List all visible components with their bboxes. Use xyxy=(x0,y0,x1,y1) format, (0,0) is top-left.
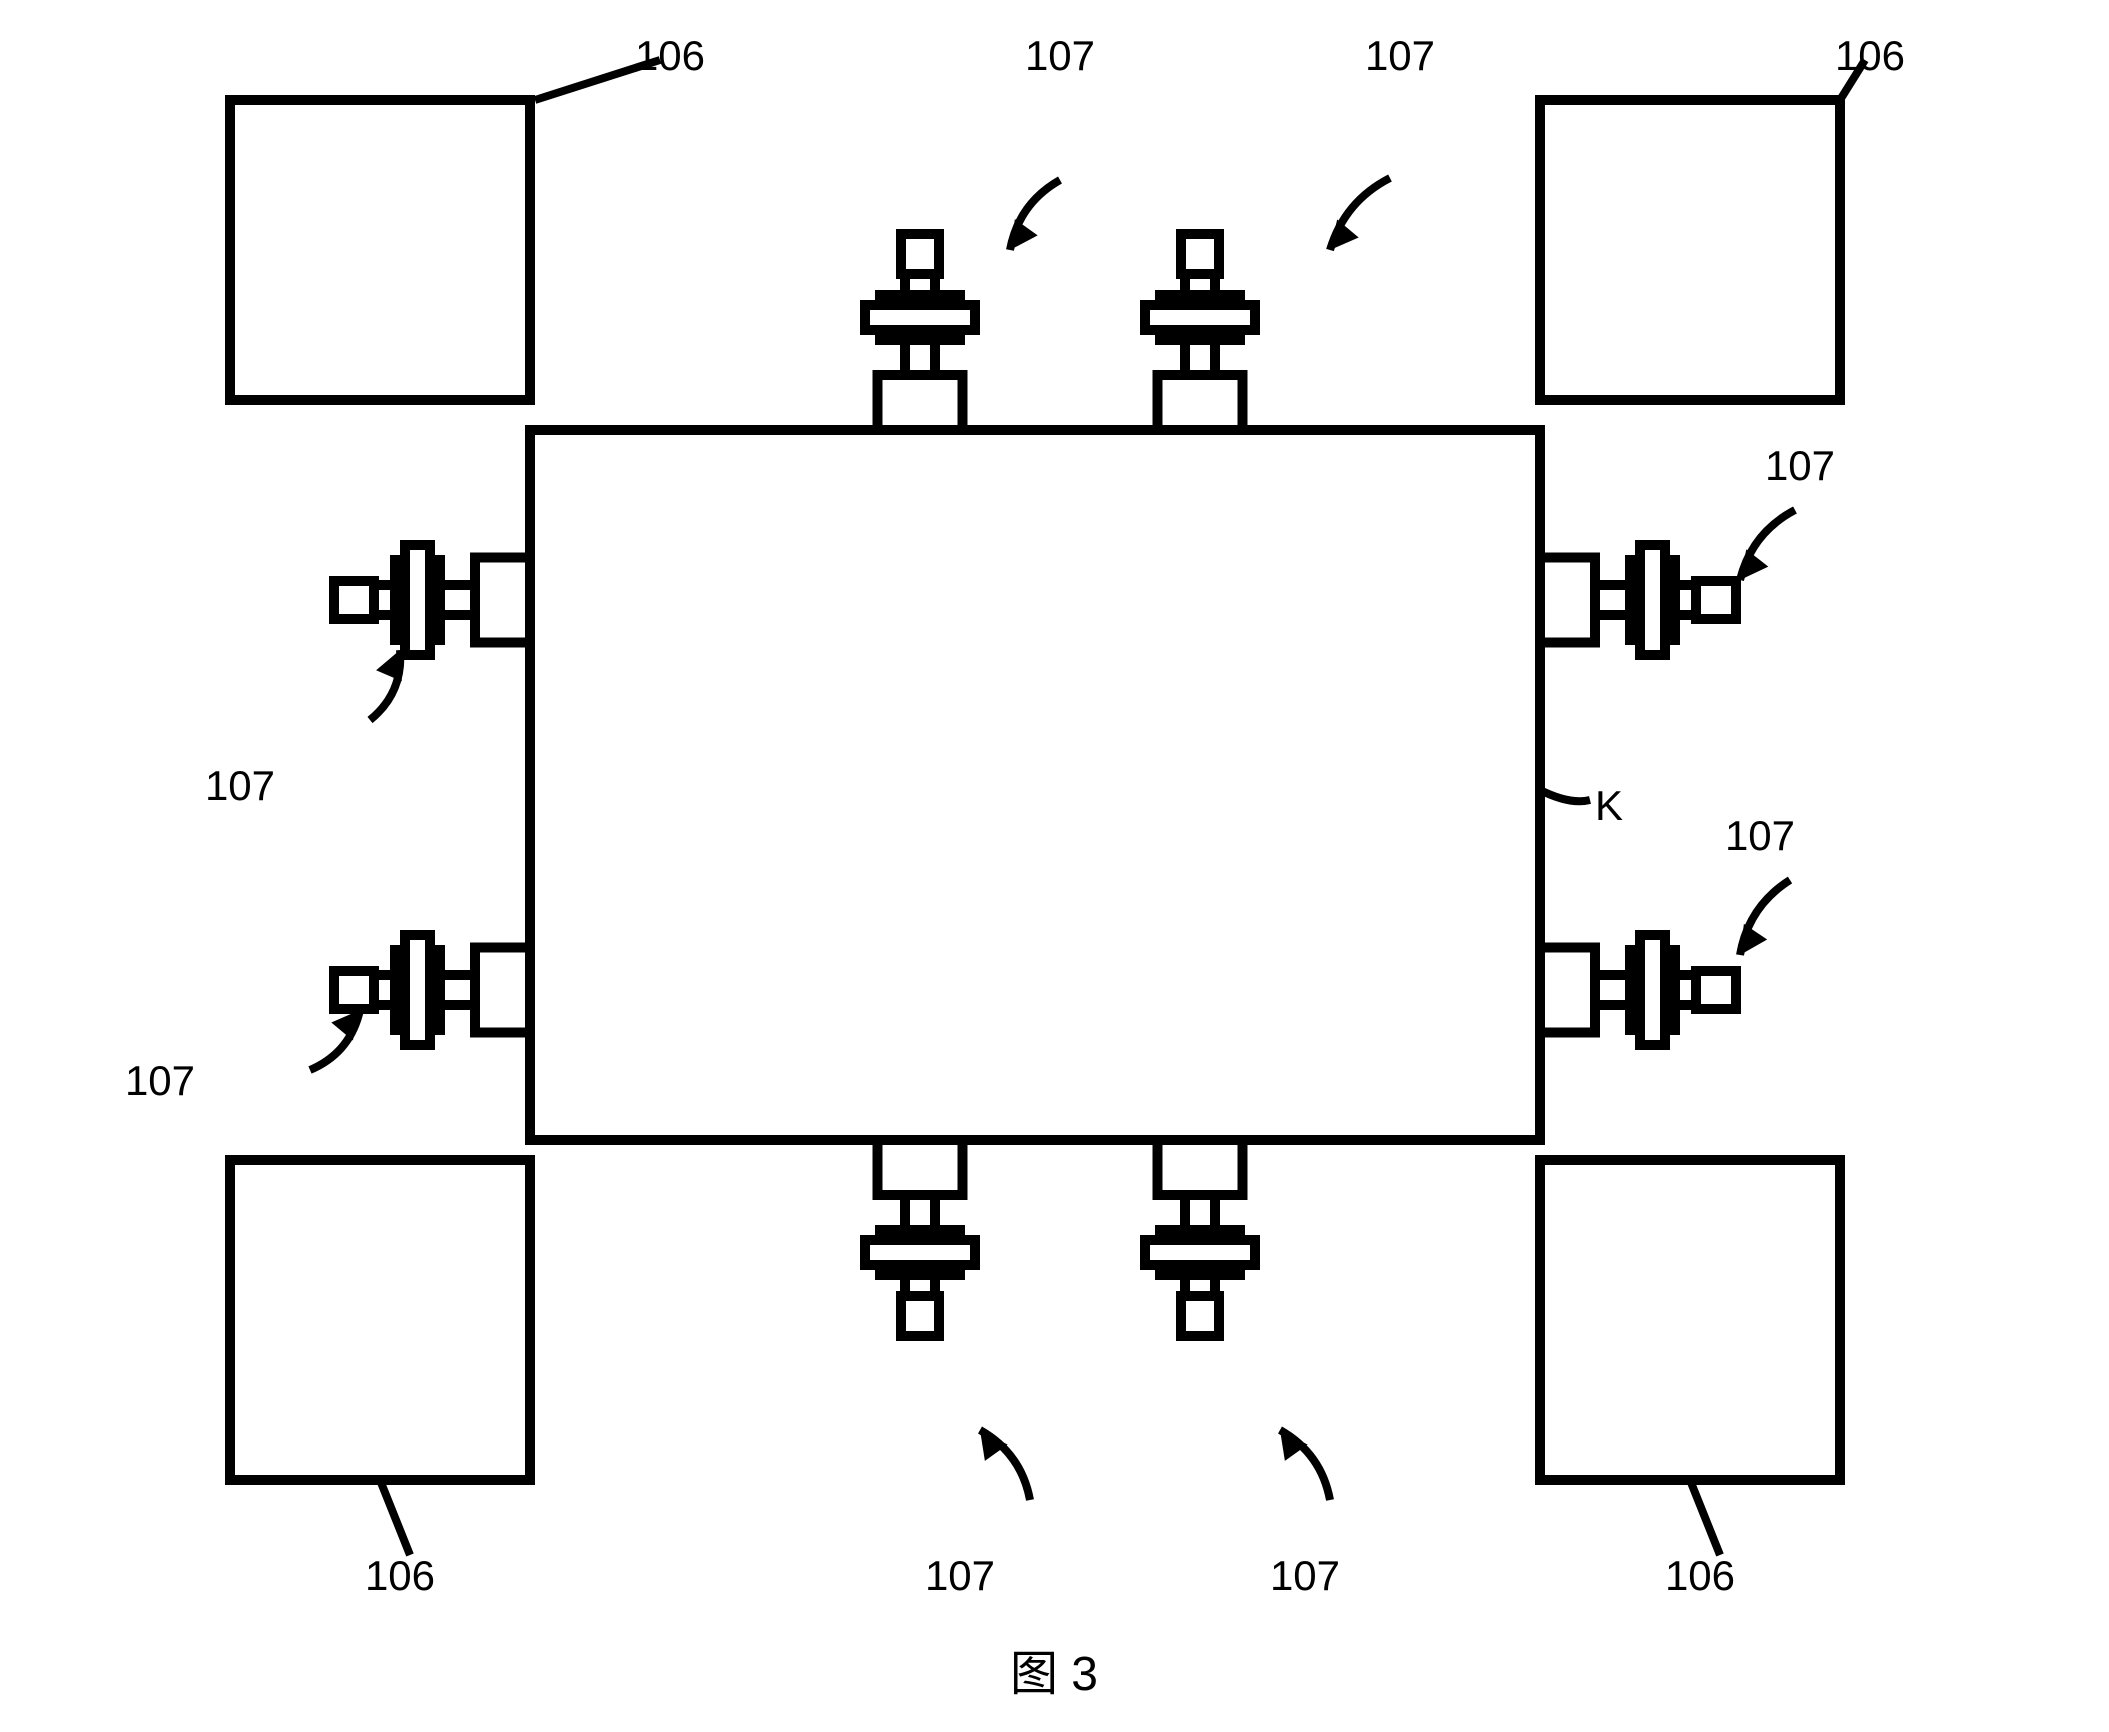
mechanical-diagram: 107 107 107 107 107 107 107 107 106 106 106 106 K 图 3 xyxy=(0,0,2109,1732)
label-bottom-right: 107 xyxy=(1270,1552,1340,1599)
label-bottom-left: 107 xyxy=(925,1552,995,1599)
connector-left-lower xyxy=(334,935,530,1045)
label-central-k: K xyxy=(1595,782,1623,829)
connector-top-right xyxy=(1145,234,1255,430)
label-corner-tl: 106 xyxy=(635,32,705,79)
corner-box-tl xyxy=(230,100,530,400)
corner-box-br xyxy=(1540,1160,1840,1480)
label-corner-br: 106 xyxy=(1665,1552,1735,1599)
central-box xyxy=(530,430,1540,1140)
label-left-lower: 107 xyxy=(125,1057,195,1104)
label-top-left: 107 xyxy=(1025,32,1095,79)
label-corner-tr: 106 xyxy=(1835,32,1905,79)
label-top-right: 107 xyxy=(1365,32,1435,79)
connector-bottom-left xyxy=(865,1140,975,1336)
connector-bottom-right xyxy=(1145,1140,1255,1336)
corner-box-tr xyxy=(1540,100,1840,400)
connector-top-left xyxy=(865,234,975,430)
corner-box-bl xyxy=(230,1160,530,1480)
label-corner-bl: 106 xyxy=(365,1552,435,1599)
label-left-upper: 107 xyxy=(205,762,275,809)
figure-caption: 图 3 xyxy=(1010,1648,1098,1701)
label-right-upper: 107 xyxy=(1765,442,1835,489)
connector-right-lower xyxy=(1540,935,1736,1045)
connector-right-upper xyxy=(1540,545,1736,655)
label-right-lower: 107 xyxy=(1725,812,1795,859)
connector-left-upper xyxy=(334,545,530,655)
